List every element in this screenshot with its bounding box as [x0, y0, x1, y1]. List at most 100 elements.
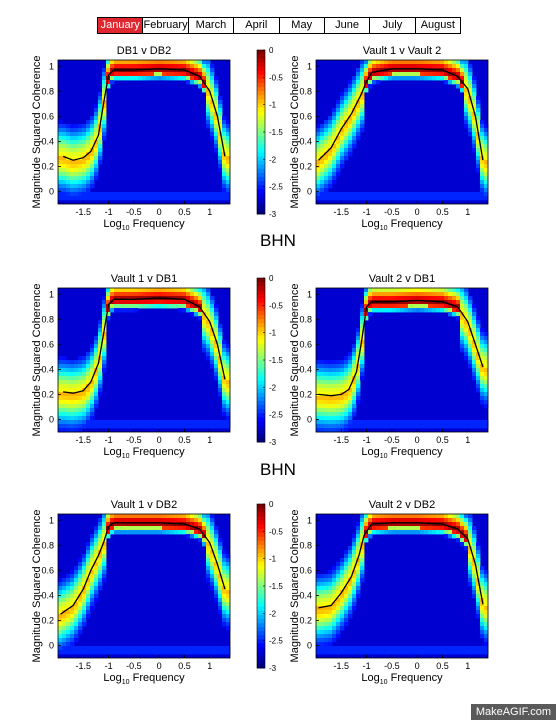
- heatmap-cell: [78, 650, 83, 655]
- heatmap-cell: [332, 630, 337, 635]
- colorbar-band: [257, 429, 265, 435]
- heatmap-cell: [162, 518, 167, 523]
- heatmap-cell: [166, 522, 171, 527]
- colorbar-tick-label: -2.5: [269, 183, 283, 192]
- heatmap-cell: [74, 594, 79, 599]
- month-tab-july[interactable]: July: [370, 18, 416, 33]
- heatmap-cell: [226, 176, 231, 181]
- heatmap-cell: [340, 594, 345, 599]
- heatmap-cell: [62, 372, 67, 377]
- heatmap-cell: [392, 526, 397, 531]
- heatmap-cell: [142, 192, 147, 197]
- heatmap-cell: [380, 424, 385, 429]
- heatmap-cell: [190, 650, 195, 655]
- heatmap-cell: [106, 514, 111, 519]
- heatmap-cell: [468, 538, 473, 543]
- heatmap-cell: [78, 646, 83, 651]
- heatmap-cell: [380, 296, 385, 301]
- month-tab-february[interactable]: February: [143, 18, 189, 33]
- heatmap-cell: [360, 100, 365, 105]
- heatmap-cell: [114, 192, 119, 197]
- heatmap-cell: [74, 392, 79, 397]
- heatmap-cell: [150, 64, 155, 69]
- heatmap-cell: [170, 288, 175, 293]
- colorbar-band: [257, 651, 265, 657]
- heatmap-cell: [90, 424, 95, 429]
- heatmap-cell: [206, 558, 211, 563]
- heatmap-cell: [194, 424, 199, 429]
- month-tab-june[interactable]: June: [325, 18, 371, 33]
- heatmap-cell: [364, 300, 369, 305]
- heatmap-cell: [130, 72, 135, 77]
- colorbar-band: [257, 181, 265, 186]
- heatmap-cell: [396, 650, 401, 655]
- heatmap-cell: [392, 522, 397, 527]
- month-tab-august[interactable]: August: [420, 19, 455, 31]
- heatmap-cell: [62, 630, 67, 635]
- heatmap-cell: [82, 168, 87, 173]
- colorbar-band: [257, 193, 265, 199]
- x-axis-label: Log10 Frequency: [361, 218, 443, 232]
- heatmap-cell: [324, 124, 329, 129]
- heatmap-cell: [206, 646, 211, 651]
- heatmap-cell: [218, 104, 223, 109]
- heatmap-cell: [388, 196, 393, 201]
- heatmap-cell: [198, 84, 203, 89]
- heatmap-cell: [186, 72, 191, 77]
- heatmap-cell: [340, 650, 345, 655]
- heatmap-cell: [424, 60, 429, 65]
- heatmap-cell: [98, 530, 103, 535]
- month-tab-march[interactable]: March: [189, 18, 235, 33]
- heatmap-cell: [78, 124, 83, 129]
- heatmap-cell: [106, 64, 111, 69]
- heatmap-cell: [162, 304, 167, 309]
- heatmap-cell: [340, 156, 345, 161]
- heatmap-cell: [484, 352, 489, 357]
- heatmap-cell: [356, 364, 361, 369]
- heatmap-cell: [436, 76, 441, 81]
- heatmap-cell: [90, 172, 95, 177]
- heatmap-cell: [360, 128, 365, 133]
- heatmap-cell: [62, 356, 67, 361]
- month-tab-january[interactable]: January: [98, 18, 144, 33]
- month-tab-april[interactable]: April: [234, 18, 280, 33]
- heatmap-cell: [70, 168, 75, 173]
- y-tick-label: 0.6: [299, 565, 312, 575]
- heatmap-cell: [460, 76, 465, 81]
- heatmap-cell: [484, 404, 489, 409]
- heatmap-cell: [94, 546, 99, 551]
- heatmap-cell: [174, 196, 179, 201]
- heatmap-cell: [62, 192, 67, 197]
- heatmap-cell: [186, 196, 191, 201]
- colorbar-band: [257, 319, 265, 324]
- heatmap-cell: [162, 522, 167, 527]
- heatmap-cell: [74, 622, 79, 627]
- heatmap-cell: [404, 518, 409, 523]
- heatmap-cell: [102, 332, 107, 337]
- heatmap-cell: [348, 112, 353, 117]
- heatmap-cell: [90, 116, 95, 121]
- heatmap-cell: [324, 152, 329, 157]
- heatmap-cell: [448, 424, 453, 429]
- heatmap-cell: [98, 356, 103, 361]
- heatmap-cell: [222, 136, 227, 141]
- heatmap-cell: [416, 192, 421, 197]
- heatmap-cell: [206, 534, 211, 539]
- heatmap-cell: [356, 372, 361, 377]
- heatmap-cell: [74, 192, 79, 197]
- heatmap-cell: [412, 304, 417, 309]
- heatmap-cell: [468, 108, 473, 113]
- heatmap-cell: [62, 168, 67, 173]
- heatmap-cell: [328, 634, 333, 639]
- heatmap-cell: [388, 60, 393, 65]
- heatmap-cell: [202, 196, 207, 201]
- heatmap-cell: [344, 554, 349, 559]
- heatmap-cell: [484, 124, 489, 129]
- heatmap-cell: [218, 336, 223, 341]
- heatmap-cell: [464, 420, 469, 425]
- heatmap-cell: [150, 646, 155, 651]
- heatmap-cell: [344, 356, 349, 361]
- month-tab-may[interactable]: May: [280, 18, 325, 33]
- heatmap-cell: [356, 574, 361, 579]
- heatmap-cell: [392, 420, 397, 425]
